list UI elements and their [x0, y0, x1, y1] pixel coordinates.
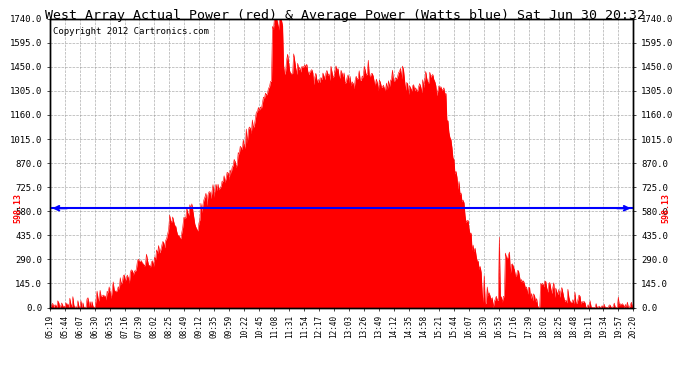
Text: Copyright 2012 Cartronics.com: Copyright 2012 Cartronics.com — [52, 27, 208, 36]
Text: 598.13: 598.13 — [661, 193, 670, 223]
Text: West Array Actual Power (red) & Average Power (Watts blue) Sat Jun 30 20:32: West Array Actual Power (red) & Average … — [45, 9, 645, 22]
Text: 598.13: 598.13 — [13, 193, 22, 223]
